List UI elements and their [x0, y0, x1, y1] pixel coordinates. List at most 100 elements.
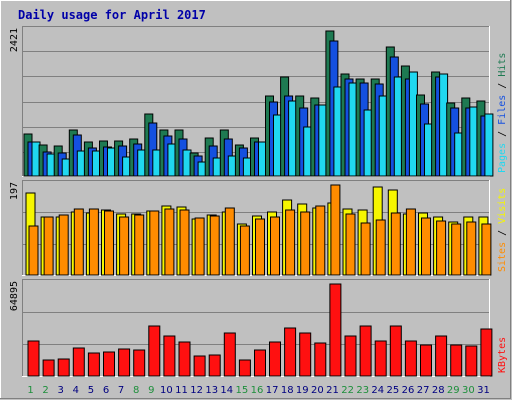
bar-kbytes-day-15 — [238, 359, 251, 377]
bar-kbytes-day-1 — [27, 340, 40, 377]
day-label-29: 29 — [447, 385, 460, 396]
bar-sites-day-11 — [179, 209, 190, 276]
bar-sites-day-15 — [239, 225, 250, 276]
day-label-15: 15 — [236, 385, 249, 396]
day-label-28: 28 — [432, 385, 445, 396]
bar-kbytes-day-25 — [389, 325, 402, 377]
legend-pages: Pages — [497, 143, 508, 173]
day-label-26: 26 — [402, 385, 415, 396]
day-label-30: 30 — [462, 385, 475, 396]
legend-separator: / — [497, 224, 508, 242]
day-label-3: 3 — [58, 385, 64, 396]
bar-sites-day-12 — [194, 217, 205, 276]
bar-sites-day-2 — [43, 216, 54, 276]
legend-separator: / — [497, 125, 508, 143]
legend-visits: Visits — [497, 188, 508, 224]
bar-kbytes-day-21 — [329, 283, 342, 377]
bar-kbytes-day-9 — [148, 325, 161, 377]
chart-title: Daily usage for April 2017 — [18, 8, 206, 22]
bar-kbytes-day-12 — [193, 355, 206, 377]
y-max-label: 64895 — [9, 281, 20, 311]
bar-sites-day-9 — [149, 210, 160, 276]
bar-kbytes-day-14 — [223, 332, 236, 377]
panel-kbytes: 64895 KBytes — [9, 279, 508, 377]
bar-kbytes-day-3 — [57, 358, 70, 377]
bar-pages-day-31 — [484, 113, 494, 177]
bar-sites-day-24 — [375, 219, 386, 276]
bar-sites-day-18 — [285, 209, 296, 276]
bar-sites-day-16 — [255, 218, 265, 276]
bar-sites-day-28 — [436, 220, 447, 276]
bar-sites-day-25 — [390, 212, 401, 276]
bar-sites-day-22 — [345, 213, 356, 276]
bar-kbytes-day-28 — [435, 335, 448, 377]
bar-sites-day-19 — [300, 211, 311, 276]
bar-sites-day-29 — [451, 223, 462, 276]
day-label-21: 21 — [326, 385, 339, 396]
bar-kbytes-day-8 — [133, 349, 146, 377]
day-label-24: 24 — [371, 385, 384, 396]
day-label-9: 9 — [148, 385, 154, 396]
legend: Sites / Visits — [497, 188, 508, 272]
bar-kbytes-day-2 — [42, 359, 55, 377]
bar-kbytes-day-30 — [465, 345, 478, 377]
bar-sites-day-7 — [119, 216, 130, 276]
day-label-16: 16 — [251, 385, 264, 396]
bar-kbytes-day-27 — [420, 344, 432, 377]
bar-kbytes-day-22 — [344, 335, 357, 377]
bar-sites-day-10 — [164, 208, 175, 276]
bar-sites-day-17 — [270, 216, 280, 276]
day-label-20: 20 — [311, 385, 324, 396]
day-label-18: 18 — [281, 385, 294, 396]
bar-kbytes-day-16 — [254, 349, 266, 377]
legend-hits: Hits — [497, 53, 508, 77]
bar-kbytes-day-24 — [374, 340, 387, 377]
day-label-1: 1 — [27, 385, 33, 396]
bar-sites-day-5 — [88, 208, 99, 276]
legend: KBytes — [497, 337, 508, 373]
bar-sites-day-4 — [73, 208, 84, 276]
bar-kbytes-day-6 — [103, 351, 115, 377]
y-max-label: 197 — [9, 182, 20, 200]
day-label-5: 5 — [88, 385, 94, 396]
day-label-12: 12 — [190, 385, 203, 396]
day-label-23: 23 — [356, 385, 369, 396]
bar-sites-day-30 — [466, 221, 477, 276]
bar-sites-day-26 — [405, 208, 416, 276]
bar-sites-day-23 — [360, 222, 371, 276]
day-label-31: 31 — [477, 385, 490, 396]
bar-kbytes-day-26 — [404, 340, 417, 377]
bar-kbytes-day-20 — [314, 342, 327, 377]
bar-kbytes-day-18 — [284, 327, 297, 377]
bar-kbytes-day-10 — [163, 335, 176, 377]
bar-sites-day-14 — [224, 207, 235, 276]
bar-kbytes-day-31 — [480, 328, 493, 377]
bar-kbytes-day-11 — [178, 341, 191, 377]
day-label-22: 22 — [341, 385, 354, 396]
bar-kbytes-day-13 — [208, 354, 221, 377]
legend: Pages / Files / Hits — [497, 53, 508, 173]
panel-visits-sites: 197 Sites / Visits — [9, 180, 508, 276]
legend-kbytes: KBytes — [497, 337, 508, 373]
y-max-label: 2421 — [9, 28, 20, 52]
day-label-27: 27 — [417, 385, 430, 396]
legend-sites: Sites — [497, 242, 508, 272]
bar-sites-day-27 — [421, 217, 431, 276]
bar-sites-day-21 — [330, 184, 341, 276]
day-label-11: 11 — [175, 385, 188, 396]
day-label-13: 13 — [205, 385, 218, 396]
day-label-4: 4 — [73, 385, 79, 396]
bar-kbytes-day-7 — [118, 348, 131, 377]
bar-kbytes-day-17 — [269, 341, 281, 377]
bar-kbytes-day-19 — [299, 332, 312, 377]
bar-kbytes-day-5 — [87, 352, 100, 377]
bar-kbytes-day-4 — [72, 347, 85, 377]
panel-hits-files-pages: 2421 Pages / Files / Hits — [9, 26, 508, 177]
day-label-19: 19 — [296, 385, 309, 396]
bar-sites-day-20 — [315, 205, 326, 276]
legend-files: Files — [497, 95, 508, 125]
day-label-17: 17 — [266, 385, 279, 396]
bar-kbytes-day-23 — [359, 325, 372, 377]
chart-panels: 2421 Pages / Files / Hits 197 Sites / Visit… — [9, 26, 508, 377]
